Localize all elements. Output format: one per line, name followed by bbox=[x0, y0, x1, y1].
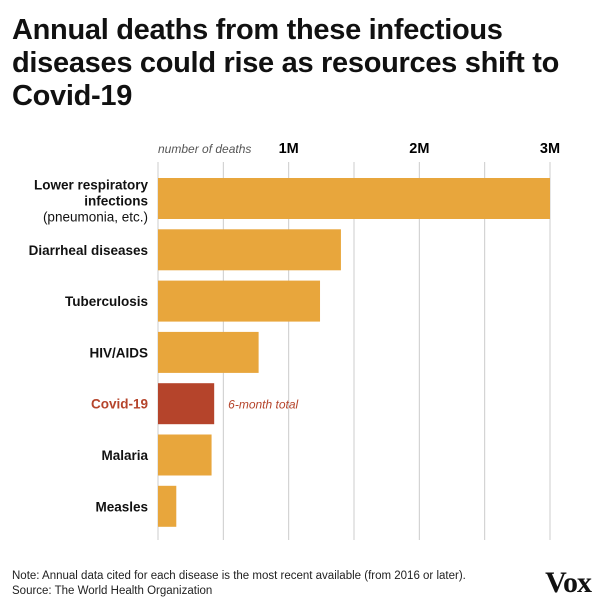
category-label: HIV/AIDS bbox=[89, 345, 148, 360]
bar-measles bbox=[158, 485, 177, 527]
bar-tuberculosis bbox=[158, 280, 321, 322]
bar-annotation: 6-month total bbox=[228, 398, 298, 412]
source-text: Source: The World Health Organization bbox=[12, 585, 213, 597]
x-tick-label: 1M bbox=[279, 141, 299, 157]
chart-title: Annual deaths from these infectious dise… bbox=[12, 14, 559, 112]
category-label: infections bbox=[84, 194, 148, 209]
x-tick-label: 3M bbox=[540, 141, 560, 157]
note-text: Note: Annual data cited for each disease… bbox=[12, 570, 466, 582]
x-tick-label: 2M bbox=[409, 141, 429, 157]
bar-malaria bbox=[158, 434, 212, 476]
bar-diarrheal-diseases bbox=[158, 229, 341, 271]
category-label: Covid-19 bbox=[91, 397, 148, 412]
category-label: Diarrheal diseases bbox=[29, 243, 148, 258]
category-label: Lower respiratory bbox=[34, 178, 149, 193]
bar-hiv-aids bbox=[158, 331, 259, 373]
bar-chart: number of deaths 1M 2M 3M Lower respiratoryi… bbox=[29, 141, 560, 540]
category-label: Measles bbox=[95, 499, 148, 514]
category-label: Tuberculosis bbox=[65, 294, 148, 309]
category-label: Malaria bbox=[101, 448, 148, 463]
axis-unit-label: number of deaths bbox=[158, 142, 251, 156]
chart-note: Note: Annual data cited for each disease… bbox=[12, 569, 466, 599]
category-sublabel: (pneumonia, etc.) bbox=[43, 210, 148, 225]
bar-lower-respiratory-infections bbox=[158, 178, 550, 219]
vox-logo: Vox bbox=[545, 566, 592, 599]
bar-covid-19 bbox=[158, 383, 215, 425]
